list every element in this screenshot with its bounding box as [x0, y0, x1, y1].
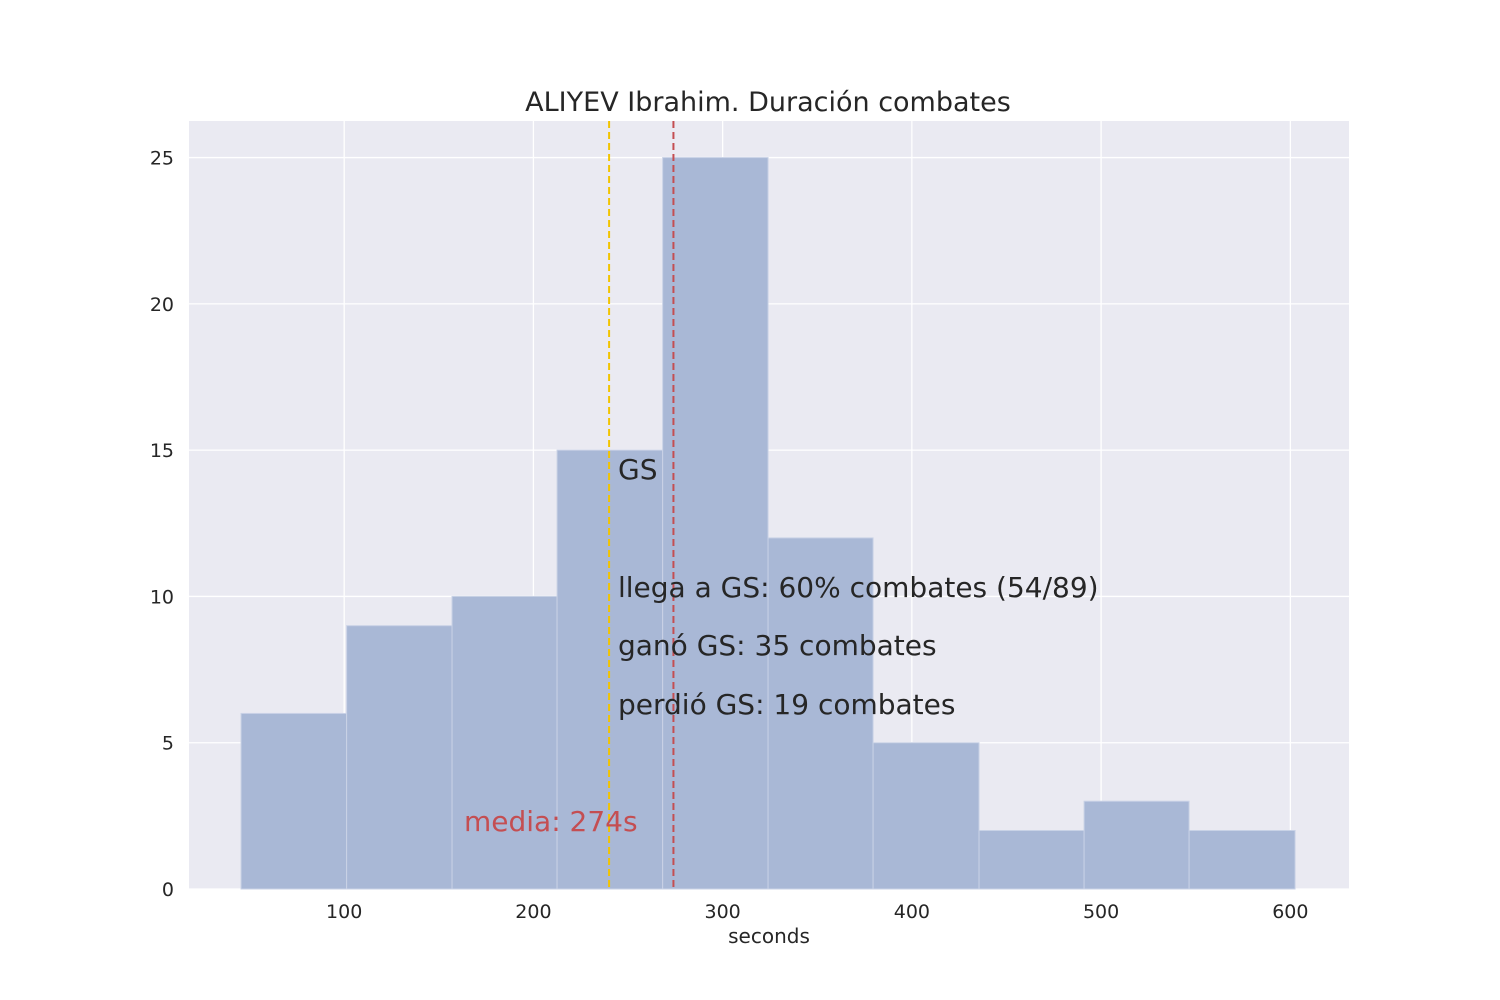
tick-labels: 100 200 300 400 500 600 0 5 10 15 20 25	[150, 148, 1309, 923]
x-tick-label: 600	[1272, 901, 1308, 923]
mean-annotation: media: 274s	[464, 805, 638, 838]
histogram-bar	[1083, 800, 1190, 890]
histogram-bar	[872, 742, 980, 890]
x-tick-label: 100	[326, 901, 362, 923]
reach-gs-annotation: llega a GS: 60% combates (54/89)	[618, 571, 1099, 604]
histogram-bar	[978, 829, 1085, 890]
chart-title: ALIYEV Ibrahim. Duración combates	[525, 87, 1011, 118]
histogram-bar	[1188, 829, 1296, 890]
gs-annotation: GS	[618, 453, 657, 486]
x-tick-label: 300	[705, 901, 741, 923]
reference-lines	[608, 121, 675, 889]
y-tick-label: 0	[162, 879, 174, 901]
histogram-bar	[451, 595, 558, 890]
histogram-bars	[240, 157, 1296, 890]
lost-gs-annotation: perdió GS: 19 combates	[618, 688, 955, 721]
x-tick-label: 400	[894, 901, 930, 923]
y-tick-label: 15	[150, 440, 174, 462]
histogram-bar	[240, 712, 348, 890]
x-tick-label: 200	[515, 901, 551, 923]
histogram-bar	[767, 537, 874, 890]
won-gs-annotation: ganó GS: 35 combates	[618, 629, 937, 662]
y-tick-label: 5	[162, 733, 174, 755]
y-tick-label: 25	[150, 148, 174, 170]
y-tick-label: 10	[150, 586, 174, 608]
histogram-bar	[662, 157, 769, 890]
x-tick-label: 500	[1083, 901, 1119, 923]
histogram-bar	[346, 625, 453, 890]
x-axis-label: seconds	[728, 924, 810, 948]
y-tick-label: 20	[150, 294, 174, 316]
